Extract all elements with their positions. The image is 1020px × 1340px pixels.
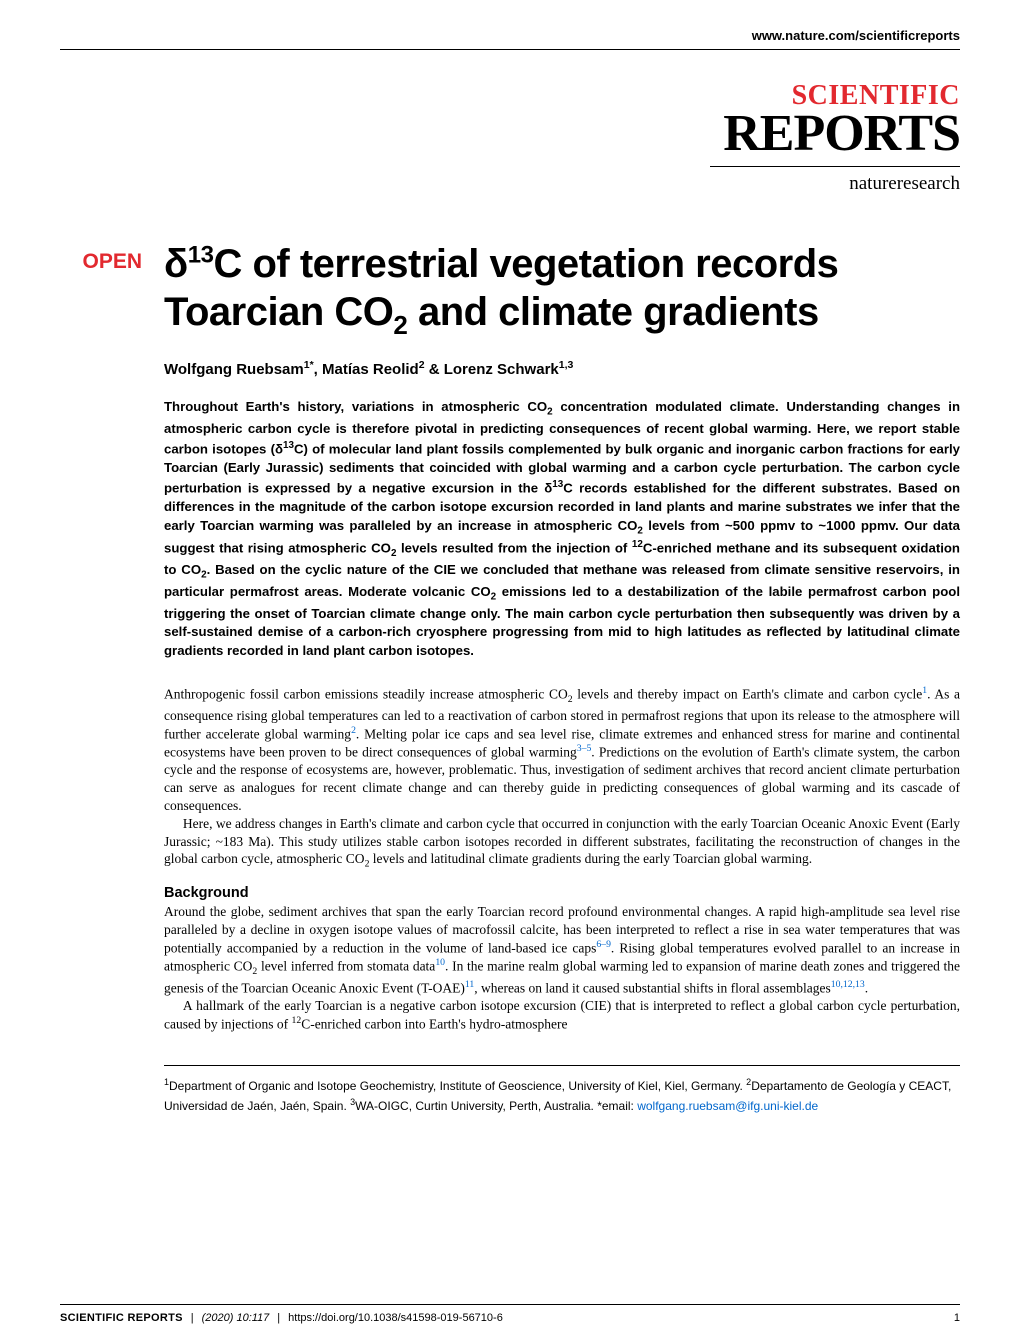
header-url: www.nature.com/scientificreports [0, 0, 1020, 43]
page-number: 1 [954, 1312, 960, 1324]
paragraph-1: Anthropogenic fossil carbon emissions st… [164, 685, 960, 815]
footer-citation: SCIENTIFIC REPORTS|(2020) 10:117|https:/… [60, 1312, 503, 1324]
paragraph-4: A hallmark of the early Toarcian is a ne… [164, 997, 960, 1033]
title-row: OPEN δ13C of terrestrial vegetation reco… [60, 240, 960, 341]
logo-line2: REPORTS [0, 112, 960, 156]
body-text: Anthropogenic fossil carbon emissions st… [164, 685, 960, 1034]
article-main: OPEN δ13C of terrestrial vegetation reco… [0, 195, 1020, 1114]
article-title: δ13C of terrestrial vegetation records T… [164, 240, 960, 341]
open-access-badge: OPEN [60, 240, 142, 274]
paragraph-3: Around the globe, sediment archives that… [164, 903, 960, 997]
paragraph-2: Here, we address changes in Earth's clim… [164, 815, 960, 872]
section-heading-background: Background [164, 884, 960, 903]
authors: Wolfgang Ruebsam1*, Matías Reolid2 & Lor… [164, 359, 960, 378]
affiliations: 1Department of Organic and Isotope Geoch… [164, 1065, 960, 1114]
logo-divider [710, 166, 960, 167]
page-footer: SCIENTIFIC REPORTS|(2020) 10:117|https:/… [60, 1304, 960, 1324]
journal-logo: SCIENTIFIC REPORTS natureresearch [0, 50, 1020, 195]
abstract: Throughout Earth's history, variations i… [164, 398, 960, 661]
logo-publisher: natureresearch [0, 173, 960, 195]
